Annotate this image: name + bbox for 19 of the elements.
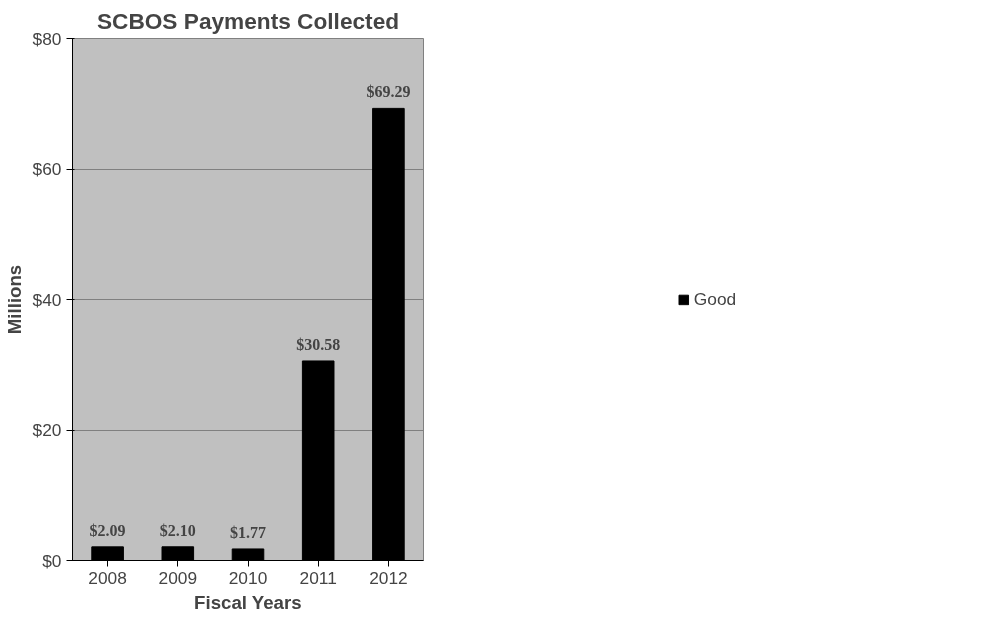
data-label: $1.77 (230, 523, 266, 541)
y-tick-label: $80 (32, 28, 62, 49)
y-tick-label: $0 (42, 550, 62, 571)
legend-label: Good (693, 288, 737, 310)
x-tick-label: 2008 (88, 567, 127, 588)
x-tick-label: 2012 (369, 567, 408, 588)
x-axis-title: Fiscal Years (194, 591, 302, 613)
x-tick-label: 2010 (228, 567, 268, 588)
x-tick-label: 2009 (158, 567, 198, 588)
y-tick-label: $40 (32, 289, 62, 310)
y-tick-label: $60 (32, 159, 62, 179)
data-label: $30.58 (296, 335, 341, 353)
data-label: $2.09 (89, 521, 126, 539)
data-label: $69.29 (366, 83, 411, 101)
y-axis-title: Millions (3, 264, 25, 335)
data-label: $2.10 (159, 521, 196, 539)
chart-title: SCBOS Payments Collected (96, 7, 400, 34)
x-tick-label: 2011 (299, 567, 337, 588)
y-tick-label: $20 (32, 420, 62, 440)
